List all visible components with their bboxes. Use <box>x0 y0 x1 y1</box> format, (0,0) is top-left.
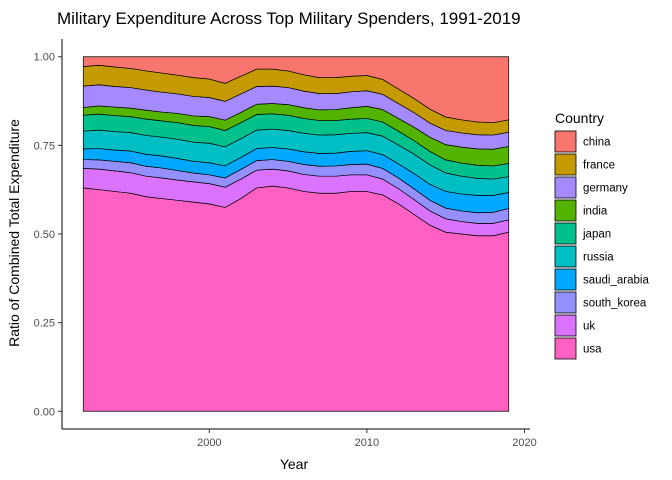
chart-title: Military Expenditure Across Top Military… <box>57 9 521 28</box>
y-tick-label: 0.00 <box>34 406 55 418</box>
legend-key-saudi-arabia <box>554 268 577 291</box>
legend-key-germany <box>554 176 577 199</box>
x-axis-title: Year <box>280 456 309 472</box>
y-tick-label: 0.75 <box>34 140 55 152</box>
legend-label-south-korea: south_korea <box>583 298 647 310</box>
legend: Country china france germany india japan russ… <box>554 110 649 360</box>
y-tick-label: 0.25 <box>34 318 55 330</box>
y-axis-title: Ratio of Combined Total Expenditure <box>6 119 22 347</box>
legend-label-japan: japan <box>582 229 611 241</box>
legend-key-uk <box>554 314 577 337</box>
legend-key-france <box>554 153 577 176</box>
legend-title: Country <box>555 110 604 126</box>
x-tick-label: 2010 <box>355 437 379 449</box>
legend-key-russia <box>554 245 577 268</box>
legend-label-usa: usa <box>583 344 602 356</box>
legend-key-usa <box>554 337 577 360</box>
y-tick-label: 1.00 <box>34 52 55 64</box>
legend-label-germany: germany <box>583 183 628 195</box>
y-tick-label: 0.50 <box>34 229 55 241</box>
area-china <box>82 56 510 124</box>
legend-key-japan <box>554 222 577 245</box>
legend-label-china: china <box>583 137 611 149</box>
axes: 0.00 0.25 0.50 0.75 1.00 2000 2010 2020 <box>34 39 537 449</box>
legend-label-uk: uk <box>583 321 595 333</box>
legend-key-china <box>554 130 577 153</box>
legend-key-india <box>554 199 577 222</box>
legend-key-south-korea <box>554 291 577 314</box>
x-tick-label: 2000 <box>197 437 221 449</box>
legend-label-russia: russia <box>583 252 614 264</box>
legend-label-saudi-arabia: saudi_arabia <box>583 275 649 287</box>
legend-label-india: india <box>583 206 608 218</box>
plot-area <box>82 56 510 412</box>
legend-label-france: france <box>583 160 615 172</box>
x-tick-label: 2020 <box>512 437 536 449</box>
